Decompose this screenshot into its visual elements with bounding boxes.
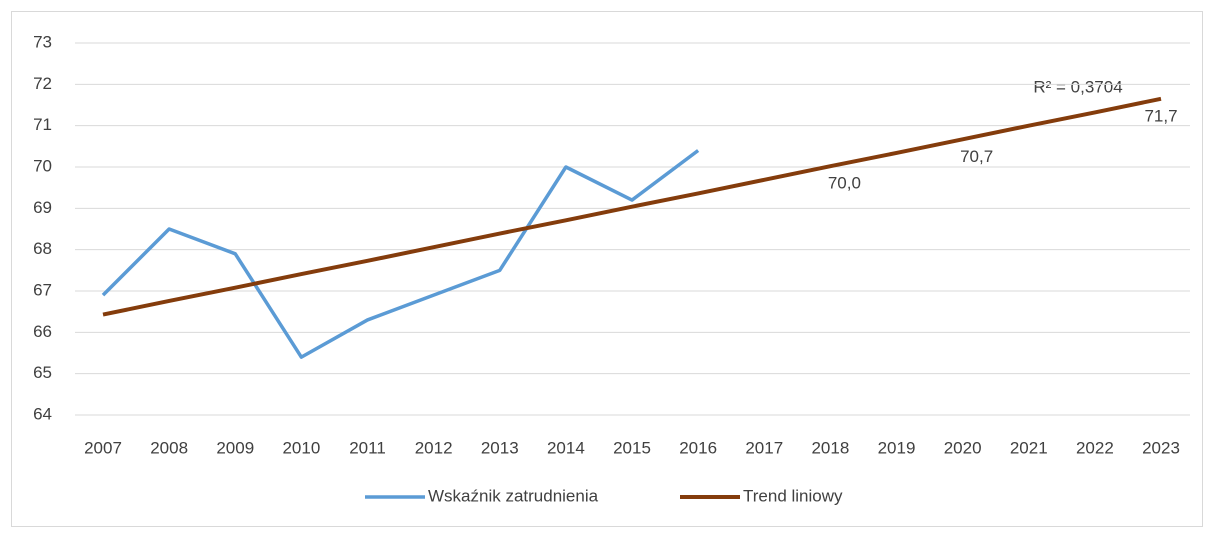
x-tick-label: 2015 bbox=[613, 438, 651, 457]
x-tick-label: 2020 bbox=[944, 438, 982, 457]
x-tick-label: 2010 bbox=[282, 438, 320, 457]
y-tick-label: 67 bbox=[33, 280, 52, 299]
x-tick-label: 2008 bbox=[150, 438, 188, 457]
y-tick-label: 66 bbox=[33, 322, 52, 341]
x-tick-label: 2022 bbox=[1076, 438, 1114, 457]
chart-frame bbox=[11, 11, 1203, 527]
y-tick-label: 73 bbox=[33, 32, 52, 51]
y-tick-label: 64 bbox=[33, 404, 52, 423]
x-tick-label: 2011 bbox=[349, 438, 386, 457]
x-tick-label: 2018 bbox=[811, 438, 849, 457]
x-tick-label: 2013 bbox=[481, 438, 519, 457]
x-tick-label: 2009 bbox=[216, 438, 254, 457]
y-tick-label: 68 bbox=[33, 239, 52, 258]
series-line bbox=[102, 96, 1162, 317]
series-line bbox=[101, 149, 700, 359]
x-tick-label: 2014 bbox=[547, 438, 585, 457]
data-label: 70,0 bbox=[828, 174, 861, 193]
x-tick-label: 2016 bbox=[679, 438, 717, 457]
y-tick-label: 72 bbox=[33, 74, 52, 93]
x-tick-label: 2012 bbox=[415, 438, 453, 457]
x-tick-label: 2007 bbox=[84, 438, 122, 457]
x-tick-label: 2017 bbox=[745, 438, 783, 457]
x-tick-label: 2019 bbox=[878, 438, 916, 457]
data-label: 70,7 bbox=[960, 147, 993, 166]
y-tick-label: 69 bbox=[33, 198, 52, 217]
r-squared-annotation: R² = 0,3704 bbox=[1033, 77, 1122, 96]
y-tick-label: 71 bbox=[33, 115, 52, 134]
y-tick-label: 70 bbox=[33, 156, 52, 175]
x-tick-label: 2023 bbox=[1142, 438, 1180, 457]
data-label: 71,7 bbox=[1144, 106, 1177, 125]
legend-label: Wskaźnik zatrudnienia bbox=[428, 486, 599, 505]
legend-label: Trend liniowy bbox=[743, 486, 843, 505]
x-tick-label: 2021 bbox=[1010, 438, 1048, 457]
y-tick-label: 65 bbox=[33, 363, 52, 382]
